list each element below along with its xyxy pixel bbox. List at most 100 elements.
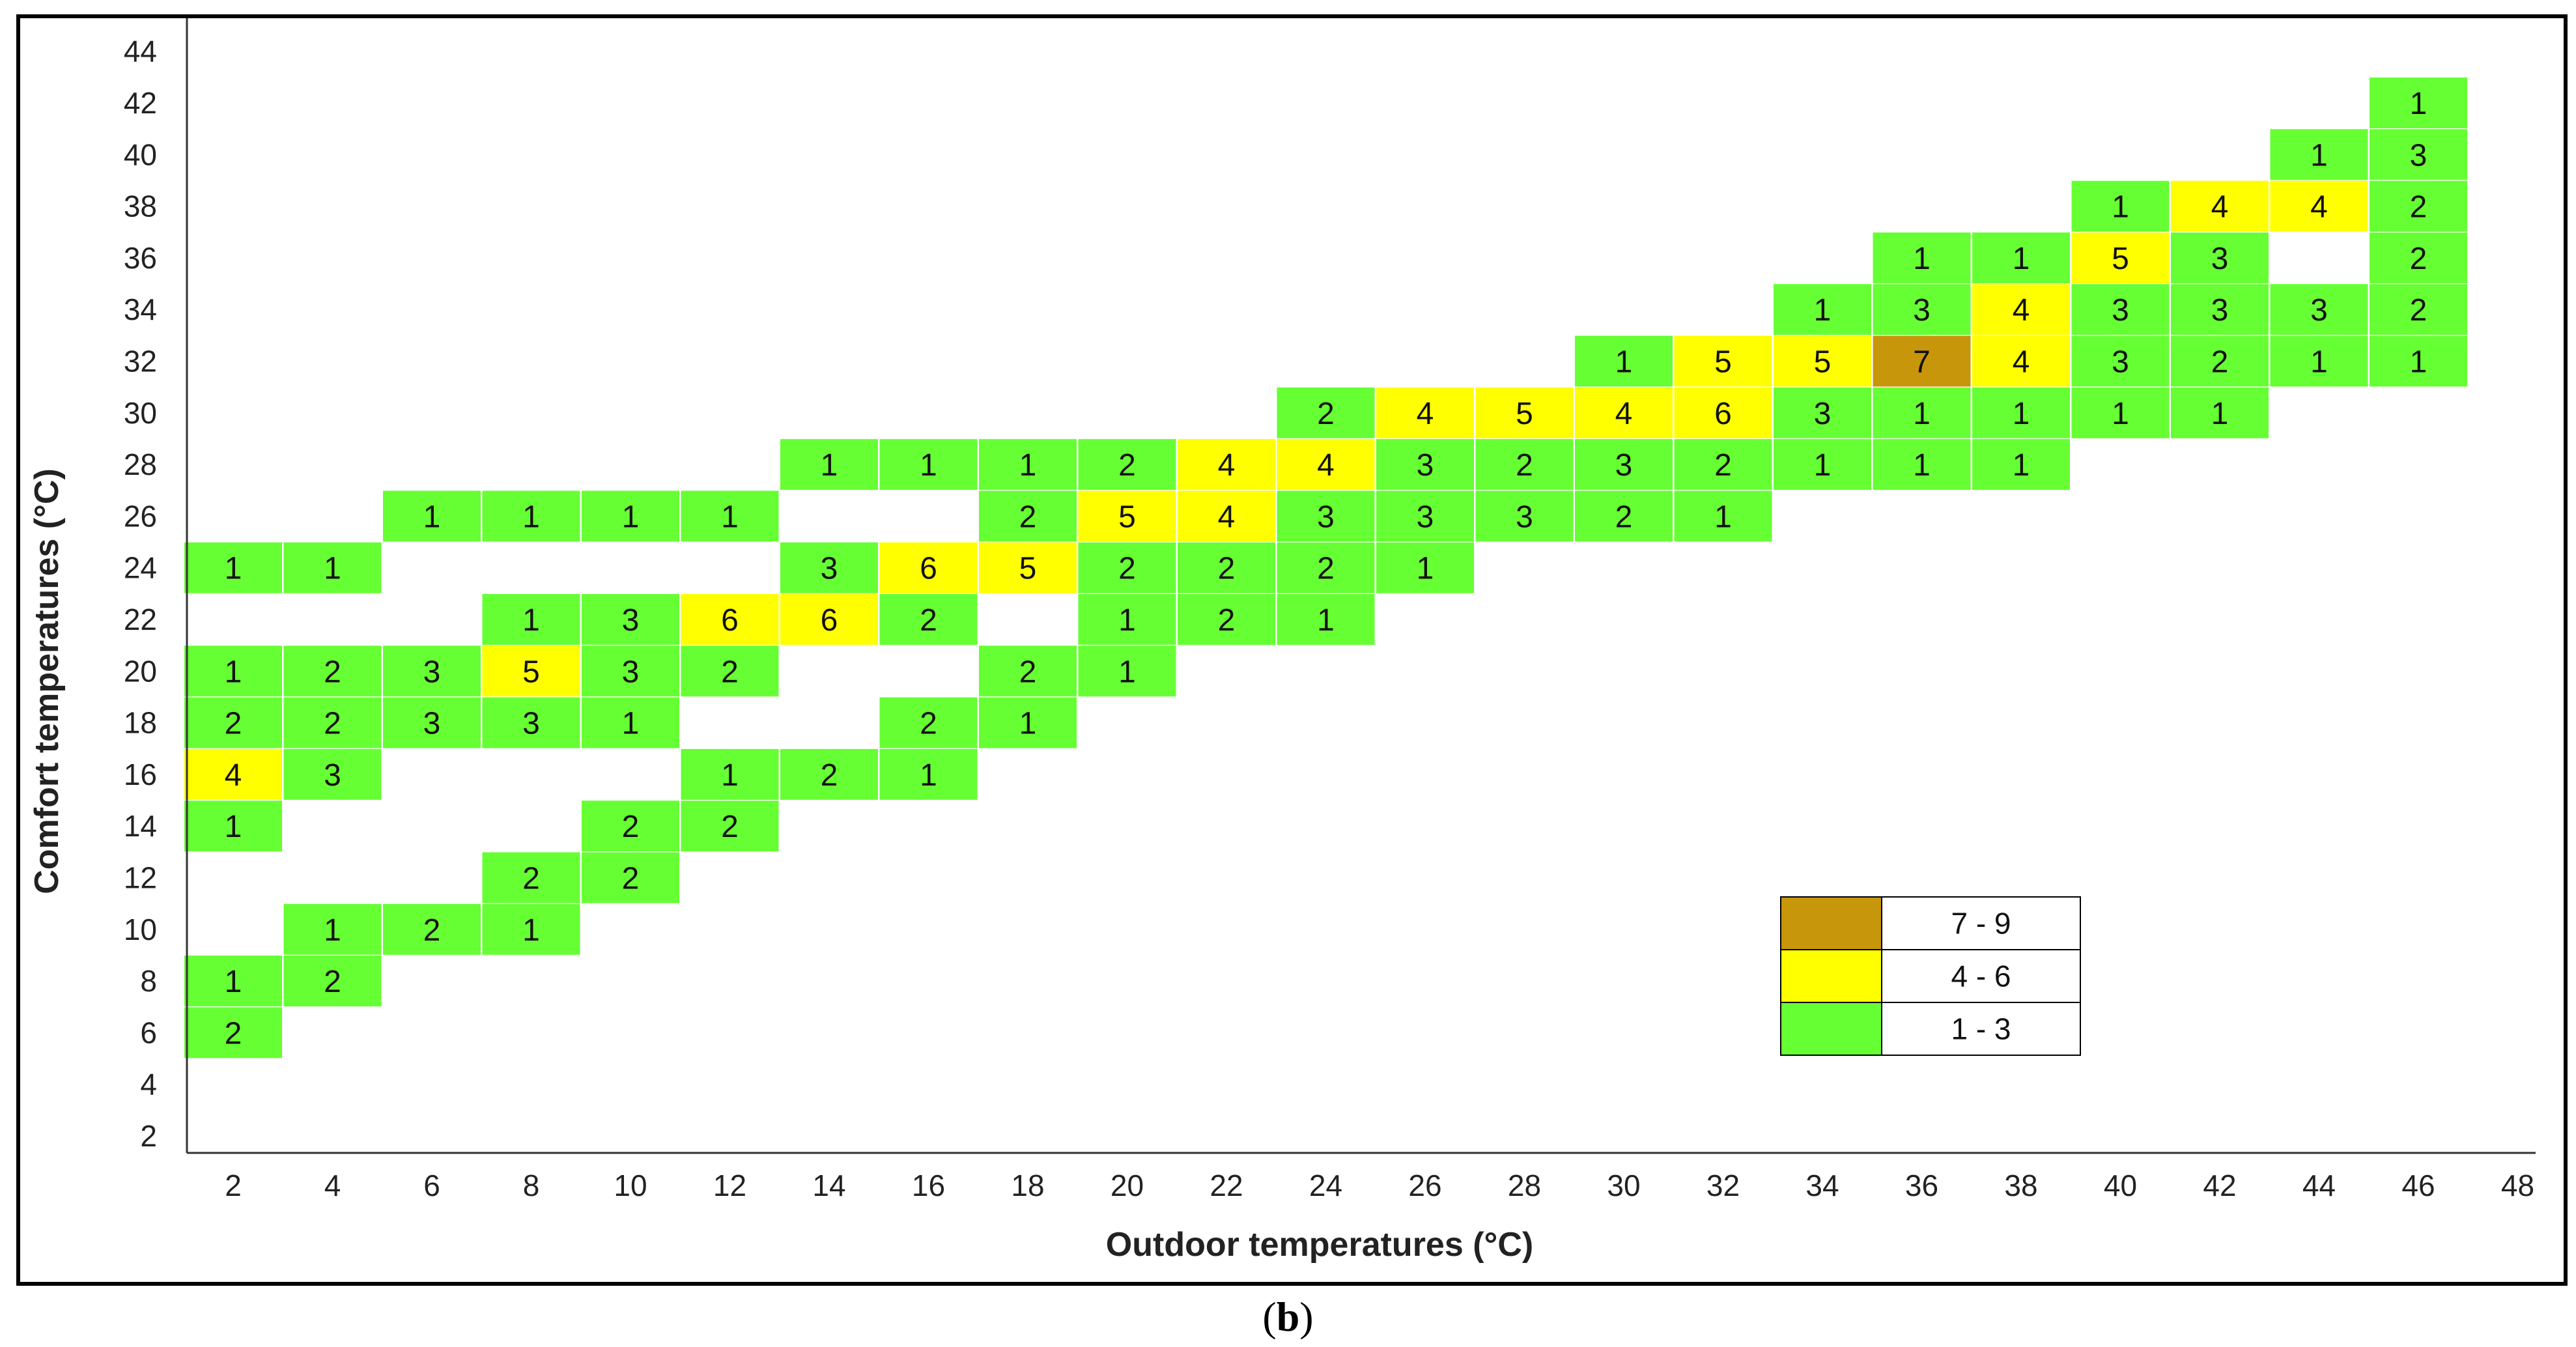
heatmap-cell: [184, 697, 282, 748]
heatmap-cell: [681, 748, 779, 800]
x-tick-label: 26: [1408, 1169, 1441, 1202]
y-tick-label: 34: [124, 292, 157, 326]
y-tick-label: 2: [140, 1119, 157, 1153]
heatmap-cell: [2071, 387, 2170, 438]
heatmap-cell: [1376, 542, 1474, 593]
y-tick-label: 26: [124, 499, 157, 533]
x-tick-label: 14: [812, 1169, 845, 1202]
heatmap-cell: [1674, 490, 1772, 542]
heatmap-cell: [383, 903, 481, 955]
cell-value-label: 2: [920, 707, 937, 741]
heatmap-cell: [1873, 387, 1971, 438]
heatmap-cell: [1972, 335, 2070, 387]
caption-letter: b: [1276, 1294, 1300, 1340]
cell-value-label: 1: [1913, 448, 1931, 483]
cell-value-label: 1: [225, 965, 242, 999]
cell-value-label: 2: [2410, 242, 2427, 276]
cell-value-label: 1: [2410, 87, 2427, 121]
x-tick-label: 42: [2203, 1169, 2236, 1202]
heatmap-cell: [283, 697, 382, 748]
cell-value-label: 3: [1516, 500, 1533, 534]
cell-value-label: 1: [821, 448, 838, 483]
cell-value-label: 1: [2112, 397, 2129, 431]
x-tick-label: 38: [2004, 1169, 2037, 1202]
heatmap-cell: [482, 903, 580, 955]
heatmap-cell: [1674, 387, 1772, 438]
cell-value-label: 1: [920, 448, 937, 483]
cell-value-label: 2: [1019, 655, 1037, 689]
heatmap-cell: [1078, 594, 1176, 645]
cell-value-label: 5: [1118, 500, 1136, 534]
heatmap-cell: [2370, 180, 2467, 232]
cell-value-label: 3: [2211, 293, 2229, 328]
cell-value-label: 3: [2310, 293, 2328, 328]
y-tick-label: 14: [124, 809, 157, 843]
cell-value-label: 2: [225, 707, 242, 741]
heatmap-cell: [1873, 232, 1971, 283]
heatmap-cell: [681, 490, 779, 542]
heatmap-cell: [1277, 542, 1375, 593]
heatmap-cell: [482, 490, 580, 542]
cell-value-label: 1: [622, 707, 640, 741]
heatmap-cell: [283, 645, 382, 697]
cell-value-label: 1: [1615, 345, 1633, 380]
heatmap-cell: [1774, 387, 1871, 438]
legend-label: 7 - 9: [1951, 907, 2011, 941]
heatmap-cell: [582, 594, 679, 645]
heatmap-cell: [582, 645, 679, 697]
heatmap-cell: [582, 801, 679, 852]
legend-label-box: [1881, 949, 2081, 1003]
y-axis-title: Comfort temperatures (°C): [28, 468, 66, 894]
heatmap-cell: [780, 594, 878, 645]
cell-value-label: 3: [2410, 138, 2427, 173]
x-tick-label: 48: [2501, 1169, 2534, 1202]
figure-caption: (b): [1262, 1294, 1314, 1340]
cell-value-label: 1: [2310, 138, 2328, 173]
cell-value-label: 1: [2410, 345, 2427, 380]
cell-value-label: 2: [1218, 603, 1236, 638]
cell-value-label: 3: [1417, 500, 1434, 534]
heatmap-cell: [184, 1007, 282, 1058]
cell-value-label: 2: [1019, 500, 1037, 534]
cell-value-label: 6: [821, 603, 838, 638]
heatmap-cell: [1277, 439, 1375, 490]
cell-value-label: 3: [2211, 242, 2229, 276]
heatmap-cell: [184, 542, 282, 593]
x-axis-title: Outdoor temperatures (°C): [1106, 1226, 1533, 1264]
cell-value-label: 1: [2310, 345, 2328, 380]
heatmap-cell: [1972, 439, 2070, 490]
cell-value-label: 2: [423, 913, 441, 948]
cell-value-label: 1: [225, 552, 242, 586]
heatmap-cell: [2171, 387, 2269, 438]
heatmap-cell: [1774, 439, 1871, 490]
heatmap-cell: [879, 748, 978, 800]
heatmap-cell: [1972, 284, 2070, 335]
cell-value-label: 3: [423, 707, 441, 741]
x-tick-label: 36: [1905, 1169, 1938, 1202]
cell-value-label: 1: [324, 552, 341, 586]
heatmap-cell: [582, 852, 679, 903]
y-tick-label: 8: [140, 964, 157, 998]
heatmap-cell: [1178, 594, 1275, 645]
heatmap-cell: [1873, 284, 1971, 335]
cell-value-label: 2: [1317, 552, 1335, 586]
x-tick-label: 8: [523, 1169, 540, 1202]
cell-value-label: 1: [1118, 603, 1136, 638]
heatmap-cell: [1277, 490, 1375, 542]
legend-swatch: [1780, 949, 1882, 1003]
x-tick-label: 28: [1508, 1169, 1541, 1202]
heatmap-cell: [1277, 387, 1375, 438]
cell-value-label: 1: [1714, 500, 1732, 534]
cell-value-label: 1: [1118, 655, 1136, 689]
cell-value-label: 3: [1615, 448, 1633, 483]
heatmap-cell: [482, 697, 580, 748]
cell-value-label: 2: [2410, 190, 2427, 225]
cell-value-label: 1: [522, 500, 540, 534]
cell-value-label: 1: [225, 810, 242, 844]
cell-value-label: 4: [1615, 397, 1633, 431]
heatmap-cell: [1774, 335, 1871, 387]
heatmap-cell: [1078, 645, 1176, 697]
heatmap-cell: [681, 594, 779, 645]
y-tick-label: 6: [140, 1015, 157, 1049]
